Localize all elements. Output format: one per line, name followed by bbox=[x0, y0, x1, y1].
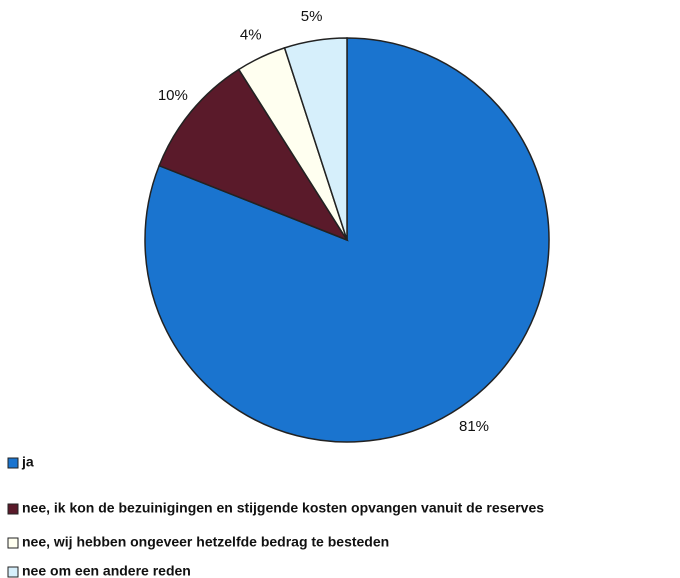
legend-swatch bbox=[7, 503, 19, 515]
pie-slice bbox=[283, 37, 348, 241]
data-label: 4% bbox=[240, 26, 262, 43]
legend-swatch bbox=[7, 537, 19, 549]
legend: ja nee, ik kon de bezuinigingen en stijge… bbox=[7, 454, 544, 578]
legend-swatch bbox=[7, 457, 19, 469]
pie: 81% 10% 4% 5% bbox=[144, 8, 550, 443]
legend-label: nee om een andere reden bbox=[22, 563, 191, 578]
data-label: 10% bbox=[158, 87, 188, 104]
data-label: 81% bbox=[459, 418, 489, 435]
legend-label: nee, ik kon de bezuinigingen en stijgend… bbox=[22, 500, 544, 516]
pie-slice bbox=[158, 68, 349, 242]
data-label: 5% bbox=[301, 8, 323, 25]
legend-label: nee, wij hebben ongeveer hetzelfde bedra… bbox=[22, 534, 389, 550]
legend-label: ja bbox=[21, 454, 34, 470]
legend-swatch bbox=[7, 566, 19, 578]
